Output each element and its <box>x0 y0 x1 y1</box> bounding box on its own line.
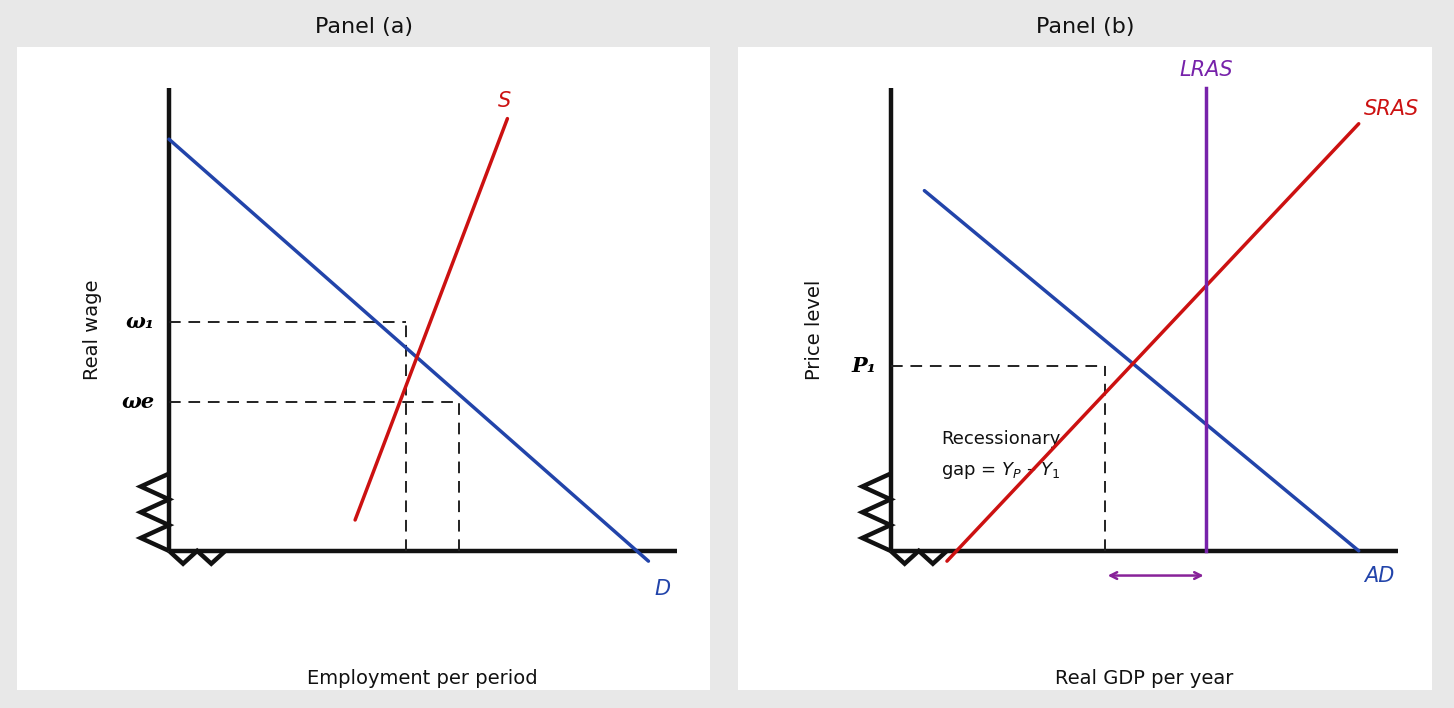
Text: SRAS: SRAS <box>1364 98 1419 119</box>
Text: LRAS: LRAS <box>1179 60 1233 80</box>
Text: gap = $Y_P$ – $Y_1$: gap = $Y_P$ – $Y_1$ <box>941 460 1061 481</box>
Text: D: D <box>654 579 670 599</box>
Text: ω₁: ω₁ <box>126 312 156 332</box>
Text: Recessionary: Recessionary <box>941 430 1060 448</box>
Title: Panel (b): Panel (b) <box>1035 17 1134 37</box>
Text: S: S <box>497 91 512 111</box>
Text: Employment per period: Employment per period <box>307 669 538 688</box>
Text: AD: AD <box>1364 566 1394 586</box>
Text: Price level: Price level <box>806 280 824 379</box>
Text: Real GDP per year: Real GDP per year <box>1056 669 1233 688</box>
Text: ωe: ωe <box>122 392 156 411</box>
Text: P₁: P₁ <box>852 355 877 376</box>
Title: Panel (a): Panel (a) <box>314 17 413 37</box>
Text: Real wage: Real wage <box>83 280 102 379</box>
